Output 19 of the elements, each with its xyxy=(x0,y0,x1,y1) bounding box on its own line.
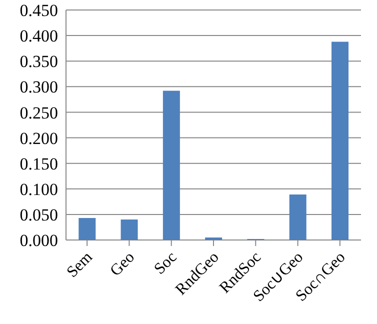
y-tick-label: 0.200 xyxy=(20,128,58,148)
bar xyxy=(162,90,180,240)
bar xyxy=(78,218,96,240)
y-tick-label: 0.450 xyxy=(20,1,58,20)
y-tick-label: 0.000 xyxy=(20,231,58,250)
y-tick-label: 0.300 xyxy=(20,78,58,97)
x-tick-label: Sem xyxy=(64,248,96,281)
x-tick-label: Soc xyxy=(151,248,180,278)
bar xyxy=(332,42,348,240)
bar xyxy=(289,194,306,240)
bar xyxy=(120,220,138,240)
y-tick-label: 0.100 xyxy=(20,180,58,199)
y-tick-label: 0.050 xyxy=(20,205,58,224)
y-tick-label: 0.250 xyxy=(20,103,58,122)
bar xyxy=(205,237,222,240)
x-tick-label: Geo xyxy=(107,248,138,280)
y-tick-label: 0.150 xyxy=(20,154,58,174)
y-tick-label: 0.350 xyxy=(20,52,58,72)
y-tick-label: 0.400 xyxy=(20,26,58,46)
